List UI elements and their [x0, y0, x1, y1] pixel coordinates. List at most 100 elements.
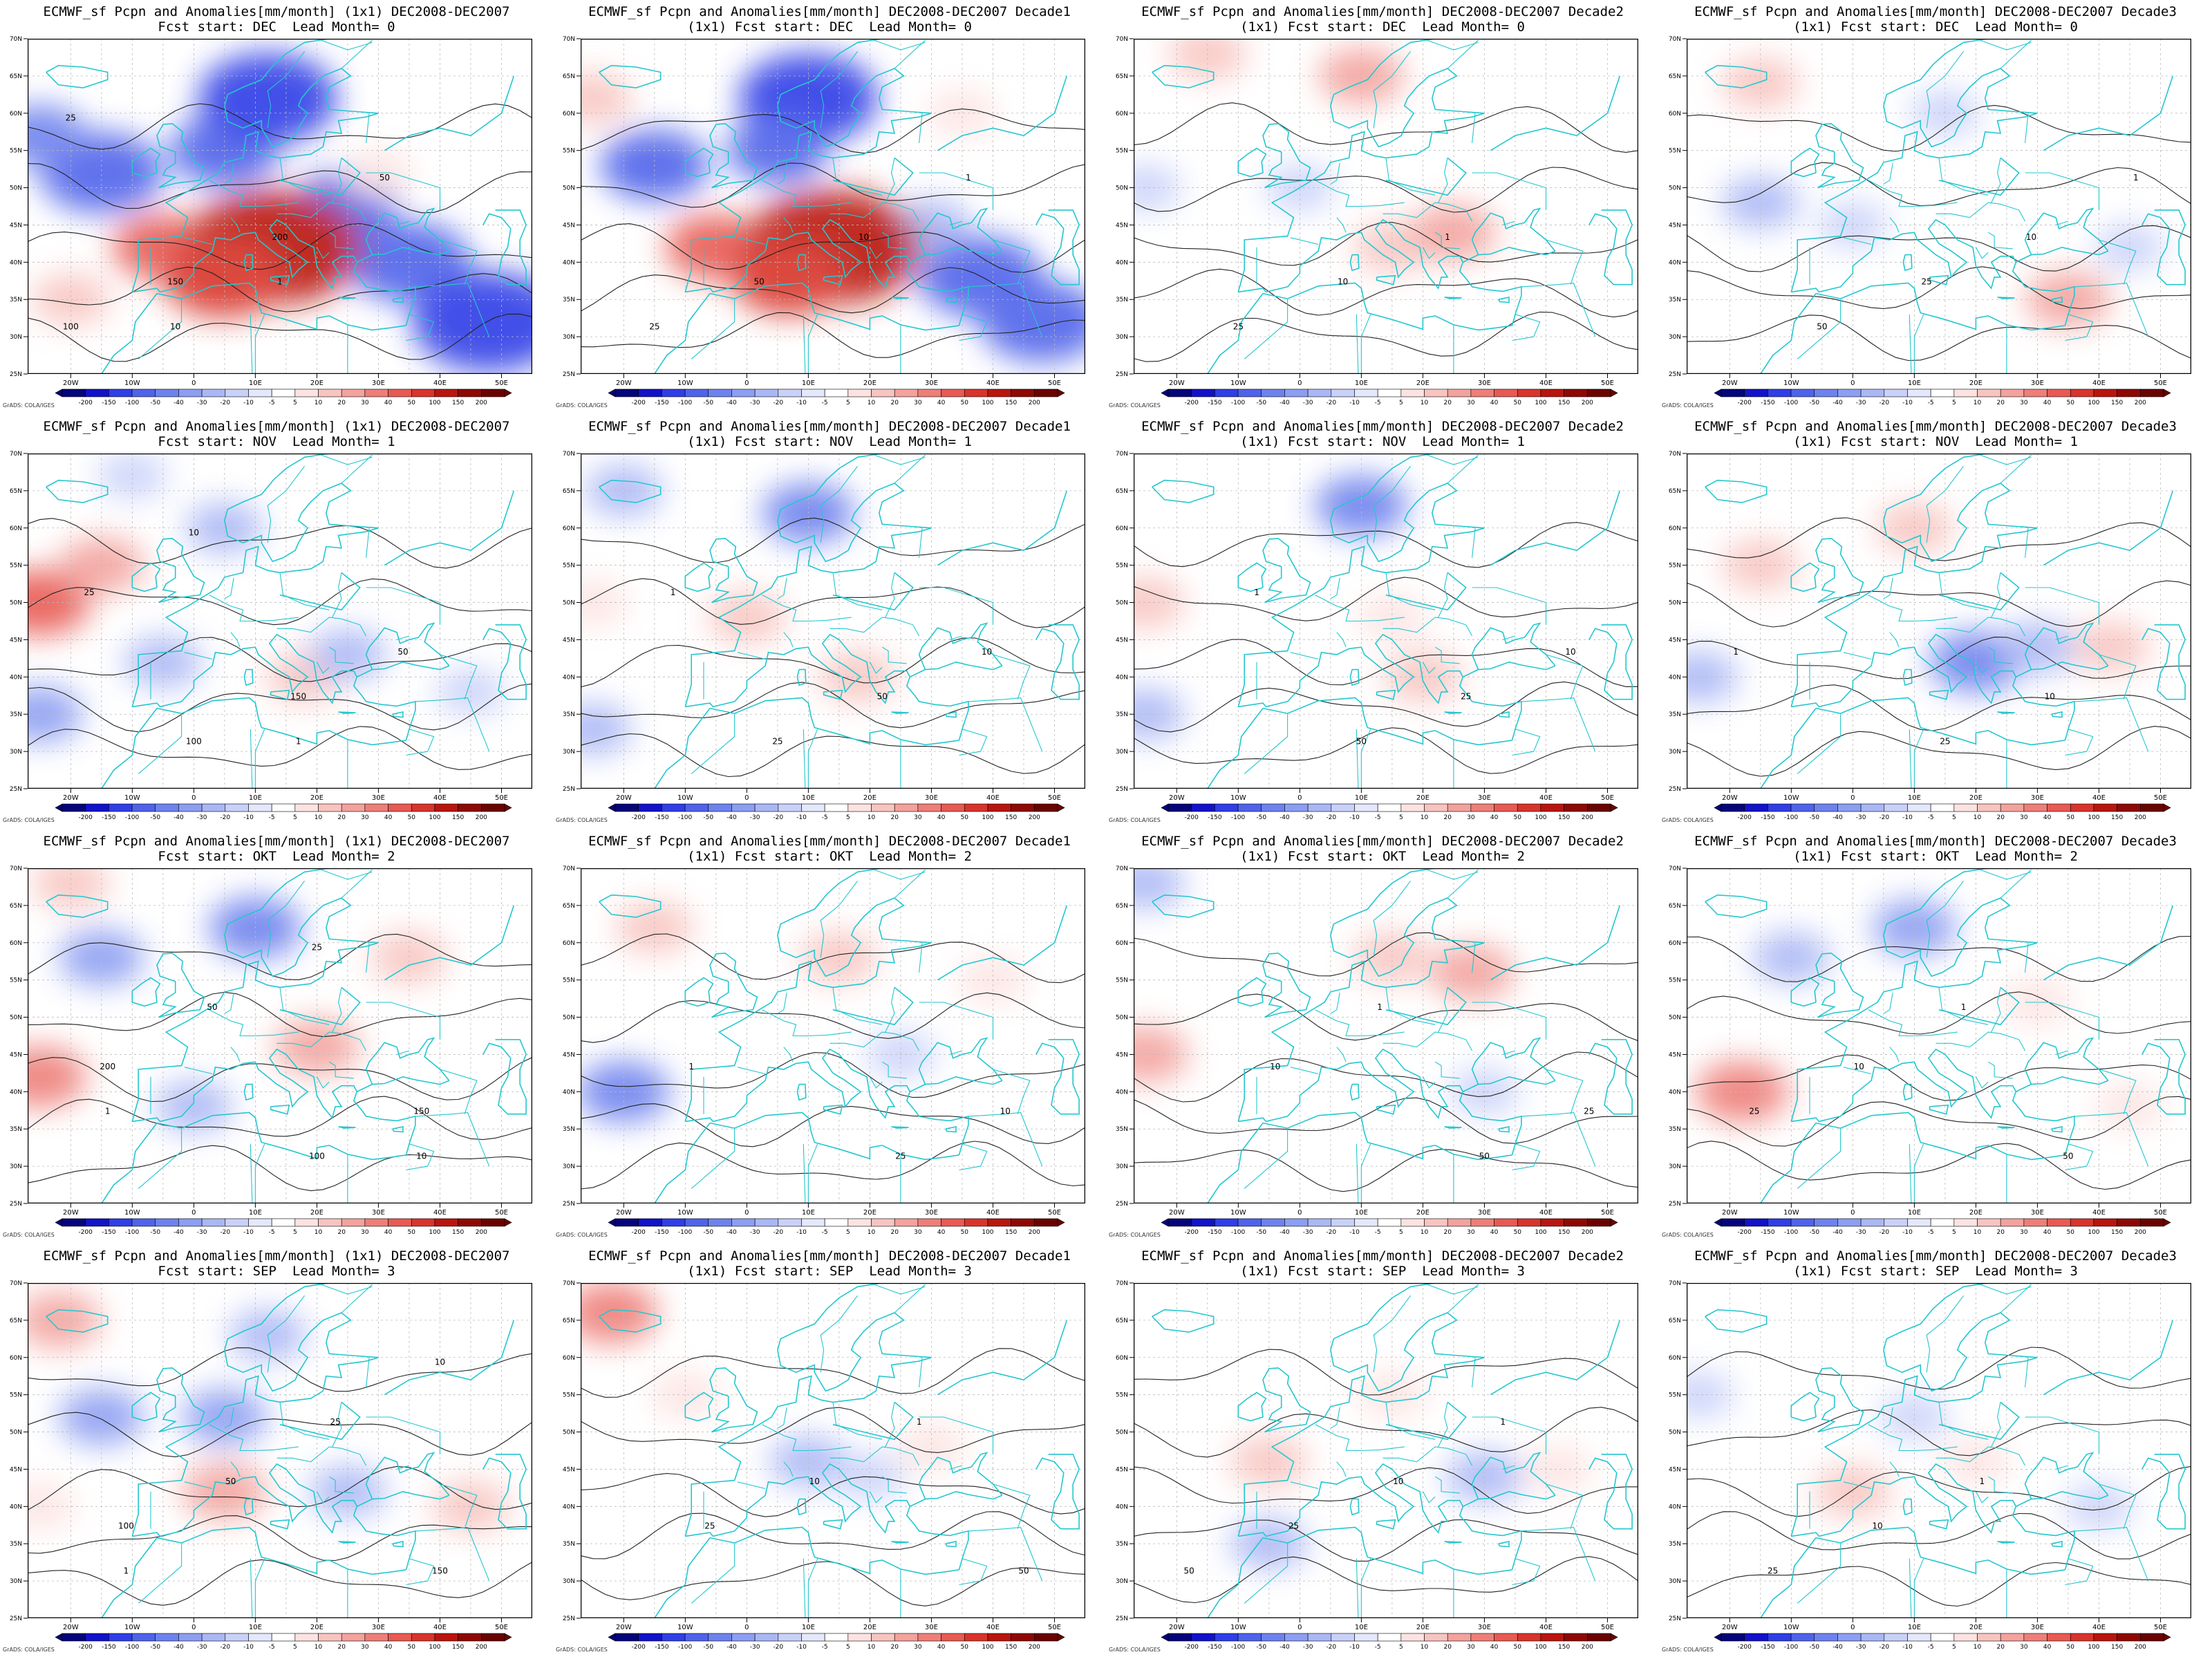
coastline	[685, 218, 1003, 293]
coastline	[1760, 293, 1817, 374]
x-tick-label: 10E	[1908, 1209, 1921, 1217]
country-border	[1926, 50, 1965, 129]
country-border	[2025, 1357, 2029, 1387]
coastline	[1262, 538, 1311, 603]
colorbar-swatch	[1215, 1218, 1239, 1227]
coastline	[224, 453, 379, 563]
country-border	[1936, 202, 2026, 222]
colorbar-label: -50	[703, 400, 713, 406]
colorbar-label: -30	[1303, 814, 1313, 821]
country-border	[2055, 1465, 2069, 1470]
country-border	[1360, 1143, 1371, 1203]
colorbar-swatch	[987, 388, 1011, 397]
coastline	[2051, 711, 2063, 718]
y-tick-label: 35N	[10, 297, 22, 303]
colorbar-label: 10	[315, 400, 323, 406]
precip-contours	[28, 518, 532, 770]
country-border	[807, 1558, 818, 1618]
country-border	[2055, 221, 2069, 225]
anomaly-shading	[581, 465, 897, 755]
y-tick-label: 55N	[1116, 977, 1128, 984]
colorbar-swatch	[917, 1218, 941, 1227]
country-border	[1938, 987, 1989, 1025]
country-border	[396, 1050, 410, 1055]
colorbar-swatch	[318, 1218, 342, 1227]
colorbar-label: -150	[1208, 400, 1222, 406]
colorbar-label: 150	[452, 400, 464, 406]
coastline	[823, 1519, 843, 1530]
coastline	[1330, 868, 1485, 977]
colorbar-swatch	[1470, 1218, 1494, 1227]
colorbar-label: 10	[1974, 1644, 1982, 1651]
colorbar-swatch	[155, 388, 179, 397]
anomaly-blob	[896, 1423, 966, 1470]
map-border	[28, 1283, 532, 1618]
colorbar-label: 150	[1558, 814, 1570, 821]
colorbar-high-arrow	[2163, 803, 2171, 812]
colorbar-label: -150	[1761, 1229, 1775, 1236]
colorbar-label: 30	[361, 1644, 369, 1651]
x-tick-label: 20W	[1169, 794, 1185, 802]
colorbar-swatch	[1768, 1633, 1792, 1642]
colorbar-swatch	[615, 803, 639, 812]
y-tick-label: 60N	[1116, 111, 1128, 118]
coastline	[1459, 1091, 1522, 1156]
country-border	[2025, 113, 2029, 143]
colorbar-label: -10	[1349, 400, 1360, 406]
precip-contours	[28, 103, 532, 362]
colorbar-swatch	[364, 388, 388, 397]
colorbar-swatch	[2070, 803, 2094, 812]
y-tick-label: 55N	[10, 977, 22, 984]
colorbar-label: -100	[678, 1644, 693, 1651]
country-border	[691, 1128, 735, 1189]
colorbar-swatch	[662, 388, 686, 397]
colorbar-label: 10	[315, 1229, 323, 1236]
colorbar-swatch	[987, 1218, 1011, 1227]
contour-line	[581, 578, 1085, 628]
panel-title-line2: (1x1) Fcst start: SEP Lead Month= 3	[1240, 1264, 1525, 1279]
coastline	[353, 1506, 416, 1571]
country-border	[2025, 1416, 2100, 1454]
colorbar-label: 20	[1443, 400, 1452, 406]
y-tick-label: 30N	[1116, 1578, 1128, 1585]
country-border	[276, 202, 367, 222]
x-tick-label: 20E	[310, 379, 324, 387]
colorbar-swatch	[225, 1633, 249, 1642]
colorbar-swatch	[1721, 388, 1745, 397]
map-panel: ECMWF_sf Pcpn and Anomalies[mm/month] DE…	[553, 415, 1106, 830]
coastline	[279, 986, 361, 1026]
colorbar-swatch	[1331, 1218, 1355, 1227]
coastline	[338, 297, 356, 299]
colorbar-label: -40	[727, 814, 737, 821]
colorbar-label: -100	[678, 400, 693, 406]
x-tick-label: 20W	[616, 1209, 632, 1217]
country-border	[1976, 453, 2032, 465]
colorbar-label: 30	[361, 400, 369, 406]
y-tick-label: 70N	[563, 451, 575, 458]
colorbar-swatch	[1011, 388, 1035, 397]
colorbar-swatch	[1494, 1218, 1518, 1227]
coastline	[1207, 1537, 1264, 1618]
colorbar-label: -10	[243, 1229, 254, 1236]
colorbar-label: 150	[452, 1644, 464, 1651]
colorbar-swatch	[131, 1633, 156, 1642]
colorbar-low-arrow	[1161, 388, 1169, 397]
colorbar-swatch	[684, 803, 709, 812]
y-tick-label: 40N	[1116, 1503, 1128, 1510]
y-tick-label: 50N	[1669, 1430, 1681, 1436]
colorbar-swatch	[1744, 1218, 1768, 1227]
country-border	[1290, 237, 1319, 245]
y-tick-label: 70N	[1669, 451, 1681, 458]
colorbar-label: 200	[476, 1229, 487, 1236]
y-tick-label: 55N	[563, 148, 575, 155]
anomaly-blob	[182, 1389, 268, 1445]
country-border	[949, 1465, 963, 1470]
coastline	[777, 868, 932, 977]
coastline	[132, 1048, 450, 1123]
colorbar-label: -150	[1761, 814, 1775, 821]
coastline	[1152, 64, 1215, 88]
x-tick-label: 20W	[63, 794, 79, 802]
coastline	[392, 1126, 404, 1133]
